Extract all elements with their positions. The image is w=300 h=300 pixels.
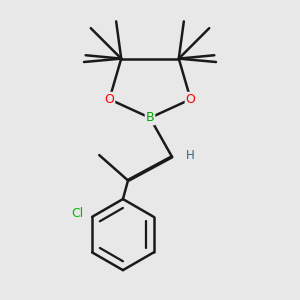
Text: H: H: [186, 148, 195, 162]
Text: O: O: [186, 93, 196, 106]
Text: B: B: [146, 111, 154, 124]
Text: O: O: [104, 93, 114, 106]
Text: Cl: Cl: [71, 207, 83, 220]
